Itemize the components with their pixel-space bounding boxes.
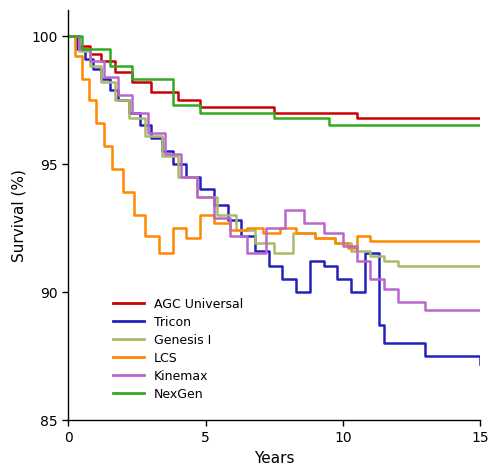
X-axis label: Years: Years bbox=[254, 450, 294, 465]
Y-axis label: Survival (%): Survival (%) bbox=[11, 169, 26, 262]
Legend: AGC Universal, Tricon, Genesis I, LCS, Kinemax, NexGen: AGC Universal, Tricon, Genesis I, LCS, K… bbox=[108, 293, 248, 406]
